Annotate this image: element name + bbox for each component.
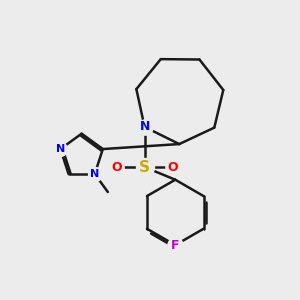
Text: N: N: [140, 120, 150, 134]
Text: O: O: [111, 160, 122, 173]
Text: N: N: [90, 169, 99, 179]
Text: O: O: [167, 160, 178, 173]
Text: F: F: [171, 238, 179, 252]
Text: N: N: [56, 144, 65, 154]
Text: S: S: [139, 160, 150, 175]
